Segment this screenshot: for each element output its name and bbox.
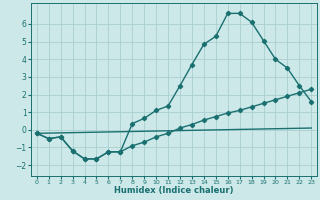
X-axis label: Humidex (Indice chaleur): Humidex (Indice chaleur) — [114, 186, 234, 195]
